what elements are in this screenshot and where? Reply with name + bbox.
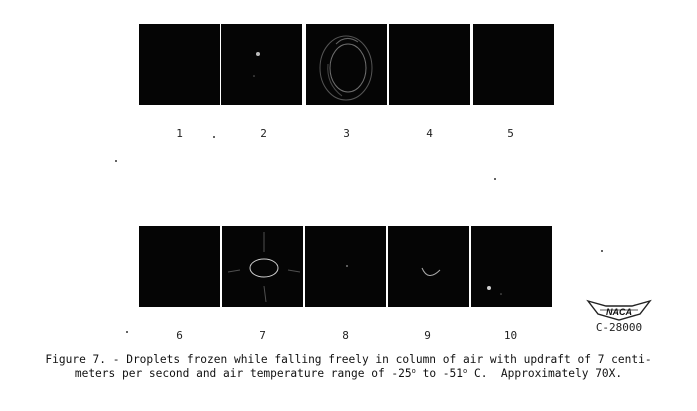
naca-code: C-28000 [595, 321, 643, 334]
caption-line-2a: meters per second and air temperature ra… [74, 367, 412, 380]
droplet-panel-1 [139, 24, 220, 105]
caption-line-1: Figure 7. - Droplets frozen while fallin… [45, 353, 652, 366]
droplet-panel-10 [471, 226, 552, 307]
droplet-panel-4 [389, 24, 470, 105]
degree-1: o [411, 367, 416, 375]
panel-number: 9 [424, 329, 431, 342]
degree-2: o [463, 367, 468, 375]
panel-number: 4 [426, 127, 433, 140]
droplet-panel-6 [139, 226, 220, 307]
scan-speck [601, 250, 603, 252]
panel-number: 7 [259, 329, 266, 342]
caption-line-2b: to -51 [415, 367, 463, 380]
droplet-panel-2 [221, 24, 302, 105]
panel-number: 5 [507, 127, 514, 140]
panel-number: 8 [342, 329, 349, 342]
naca-logo-icon: NACA [586, 299, 652, 321]
droplet-panel-8 [305, 226, 386, 307]
panel-number: 2 [260, 127, 267, 140]
panel-number: 3 [343, 127, 350, 140]
scan-speck [494, 178, 496, 180]
droplet-panel-5 [473, 24, 554, 105]
logo-text: NACA [606, 307, 632, 317]
scan-speck [115, 160, 117, 162]
caption-line-2c: C. Approximately 70X. [467, 367, 623, 380]
panel-number: 10 [503, 329, 518, 342]
panel-number: 1 [176, 127, 183, 140]
panel-number: 6 [176, 329, 183, 342]
figure-caption: Figure 7. - Droplets frozen while fallin… [0, 353, 697, 381]
scan-speck [213, 136, 215, 138]
droplet-panel-9 [388, 226, 469, 307]
scan-speck [126, 331, 128, 333]
droplet-panel-7 [222, 226, 303, 307]
droplet-panel-3 [306, 24, 387, 105]
